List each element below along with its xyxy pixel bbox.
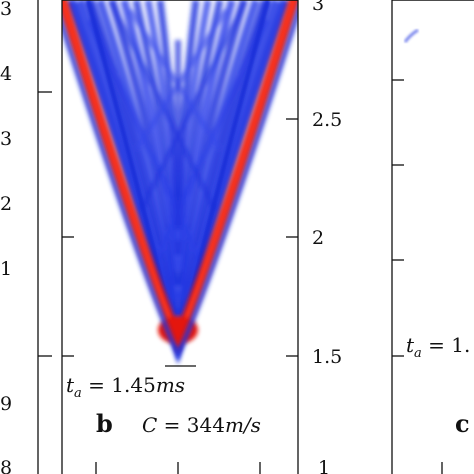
panel-b-sound-speed: C = 344m/s [142,413,261,437]
y-tick-label: 1 [318,457,330,474]
panel-b-y-tick-labels: 3 2.5 2 1.5 1 [312,0,342,474]
heatmap-blue-halo [62,4,298,362]
panel-b-label: b [96,409,113,438]
left-tick-label: 8 [0,457,12,474]
left-panel-axis: 3 4 3 2 1 9 8 [0,0,52,474]
left-tick-label: 2 [0,193,12,215]
left-tick-label: 4 [0,63,12,85]
panel-c-wave-fragment [403,28,419,43]
left-tick-label: 3 [0,128,12,150]
left-tick-label: 9 [0,393,12,415]
panel-b-heatmap [62,0,298,365]
y-tick-label: 3 [312,0,324,15]
panel-c-label: c [455,409,470,438]
y-tick-label: 2 [312,227,324,249]
left-tick-label: 3 [0,0,12,20]
left-tick-label: 1 [0,258,12,280]
panel-c-arrival-time: ta = 1. [406,333,470,361]
panel-b-axes [61,0,299,474]
y-tick-label: 1.5 [312,346,342,368]
panel-b-arrival-time: ta = 1.45ms [66,373,185,401]
panel-c: ta = 1. c [391,0,474,474]
y-tick-label: 2.5 [312,109,342,131]
